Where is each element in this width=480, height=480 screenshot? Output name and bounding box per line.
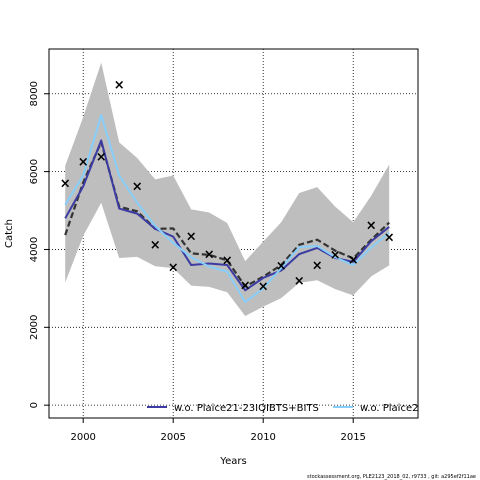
observation-point: × [60, 176, 71, 191]
observation-point: × [96, 150, 107, 165]
footer-note: stockassessment.org, PLE2123_2018_02, r9… [307, 474, 476, 480]
y-axis-label: Catch [4, 219, 15, 248]
confidence-band-area [65, 62, 390, 317]
y-tick-label: 8000 [29, 81, 40, 106]
observation-point: × [276, 259, 287, 274]
observation-point: × [294, 274, 305, 289]
observation-point: × [132, 179, 143, 194]
x-tick-label: 2000 [70, 432, 95, 443]
observation-point: × [186, 230, 197, 245]
y-tick-label: 2000 [29, 315, 40, 340]
observation-point: × [240, 278, 251, 293]
y-tick-label: 6000 [29, 159, 40, 184]
observation-point: × [348, 253, 359, 268]
observation-point: × [330, 248, 341, 263]
y-tick-label: 4000 [29, 237, 40, 262]
observation-point: × [222, 253, 233, 268]
confidence-band [65, 62, 390, 317]
legend: w.o. Plaice21-23IQIBTS+BITS w.o. Plaice2 [147, 403, 418, 414]
legend-label: w.o. Plaice21-23IQIBTS+BITS [174, 403, 319, 414]
observation-point: × [78, 155, 89, 170]
x-axis: 2000 2005 2010 2015 [70, 418, 366, 443]
observation-point: × [204, 248, 215, 263]
x-tick-label: 2015 [340, 432, 365, 443]
observation-point: × [114, 78, 125, 93]
observation-point: × [150, 238, 161, 253]
observation-point: × [366, 219, 377, 234]
y-axis: 0 2000 4000 6000 8000 [29, 81, 49, 408]
x-axis-label: Years [219, 456, 246, 467]
legend-label: w.o. Plaice2 [360, 403, 418, 414]
observation-points: × × × × × × × × × × × × × × × × × × × [60, 78, 395, 294]
observation-point: × [384, 230, 395, 245]
x-tick-label: 2010 [250, 432, 275, 443]
plot-frame [48, 48, 419, 419]
y-tick-label: 0 [29, 402, 40, 408]
series-line-3 [64, 114, 390, 304]
observation-point: × [168, 260, 179, 275]
observation-point: × [258, 279, 269, 294]
series-lines [64, 114, 390, 304]
x-tick-label: 2005 [160, 432, 185, 443]
observation-point: × [312, 258, 323, 273]
